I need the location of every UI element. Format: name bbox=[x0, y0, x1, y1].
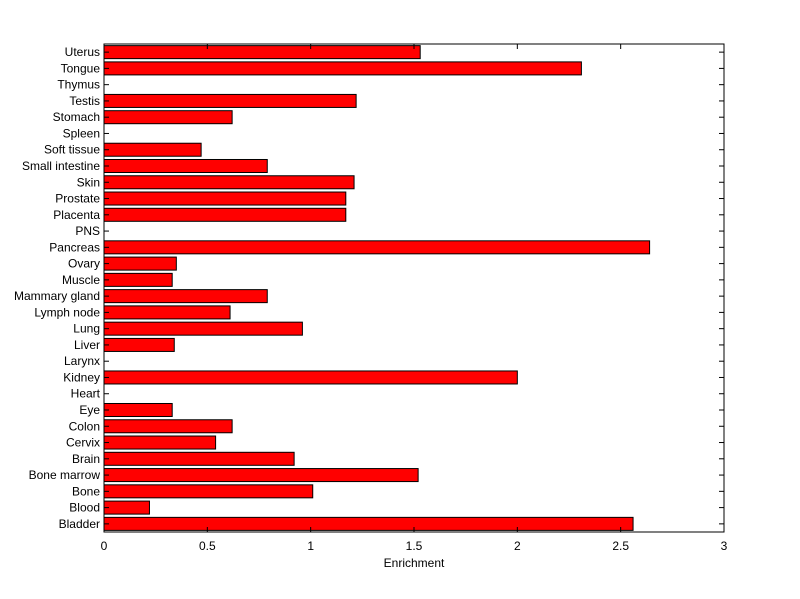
bar-tongue bbox=[103, 61, 582, 76]
bar-lung bbox=[103, 321, 303, 336]
x-tick-label: 1.5 bbox=[406, 539, 423, 553]
y-tick-label: Brain bbox=[72, 452, 100, 466]
y-tick-label: Colon bbox=[69, 419, 100, 433]
bars-layer bbox=[103, 45, 651, 531]
y-tick-label: Muscle bbox=[62, 273, 100, 287]
bar-testis bbox=[103, 93, 357, 108]
bar-prostate bbox=[103, 191, 347, 206]
y-tick-label: Pancreas bbox=[49, 240, 100, 254]
y-tick-label: Prostate bbox=[55, 192, 100, 206]
bar-ovary bbox=[103, 256, 177, 271]
y-axis-ticks: Bladder Blood Bone Bone marrow Brain Cervix Co… bbox=[14, 45, 724, 531]
y-tick-label: Liver bbox=[74, 338, 100, 352]
y-tick-label: Tongue bbox=[61, 61, 101, 75]
y-tick-label: Skin bbox=[77, 175, 100, 189]
y-tick-label: Ovary bbox=[68, 257, 100, 271]
bar-placenta bbox=[103, 207, 347, 222]
x-tick-label: 0 bbox=[101, 539, 108, 553]
bar-blood bbox=[103, 500, 150, 515]
bar-mammary-gland bbox=[103, 289, 268, 304]
x-tick-label: 2.5 bbox=[612, 539, 629, 553]
y-tick-label: Cervix bbox=[66, 436, 100, 450]
bar-pancreas bbox=[103, 240, 651, 255]
y-tick-label: Bone bbox=[72, 484, 100, 498]
plot-frame bbox=[103, 43, 725, 533]
bar-bone bbox=[103, 484, 314, 499]
y-tick-label: Mammary gland bbox=[14, 289, 100, 303]
y-tick-label: Placenta bbox=[53, 208, 100, 222]
bar-small-intestine bbox=[103, 158, 268, 174]
x-tick-label: 3 bbox=[721, 539, 728, 553]
bar-bone-marrow bbox=[103, 468, 419, 483]
y-tick-label: Small intestine bbox=[22, 159, 100, 173]
x-axis-label: Enrichment bbox=[384, 556, 445, 570]
y-tick-label: Blood bbox=[69, 501, 100, 515]
bar-colon bbox=[103, 419, 233, 434]
y-tick-label: Spleen bbox=[63, 126, 100, 140]
bar-eye bbox=[103, 402, 173, 418]
y-tick-label: Kidney bbox=[63, 370, 100, 384]
x-tick-label: 1 bbox=[307, 539, 314, 553]
bar-uterus bbox=[103, 45, 421, 60]
bar-cervix bbox=[103, 435, 217, 450]
x-axis-ticks: 0 0.5 1 1.5 2 2.5 3 bbox=[101, 44, 728, 553]
bar-bladder bbox=[103, 516, 634, 531]
y-tick-label: Bladder bbox=[59, 517, 100, 531]
x-tick-label: 2 bbox=[514, 539, 521, 553]
bar-brain bbox=[103, 451, 295, 466]
bar-muscle bbox=[103, 272, 173, 287]
bar-soft-tissue bbox=[103, 142, 202, 157]
bar-lymph-node bbox=[103, 305, 231, 320]
bar-stomach bbox=[103, 110, 233, 125]
y-tick-label: Larynx bbox=[64, 354, 100, 368]
y-tick-label: Lung bbox=[73, 322, 100, 336]
y-tick-label: Soft tissue bbox=[44, 143, 100, 157]
bar-liver bbox=[103, 337, 175, 352]
y-tick-label: Stomach bbox=[53, 110, 100, 124]
y-tick-label: Thymus bbox=[57, 78, 100, 92]
y-tick-label: Eye bbox=[79, 403, 100, 417]
y-tick-label: Heart bbox=[71, 387, 101, 401]
x-tick-label: 0.5 bbox=[199, 539, 216, 553]
y-tick-label: Uterus bbox=[65, 45, 100, 59]
y-tick-label: Lymph node bbox=[34, 305, 100, 319]
y-tick-label: Bone marrow bbox=[29, 468, 101, 482]
y-tick-label: Testis bbox=[69, 94, 100, 108]
bar-kidney bbox=[103, 370, 518, 385]
y-tick-label: PNS bbox=[75, 224, 100, 238]
bar-skin bbox=[103, 175, 355, 190]
